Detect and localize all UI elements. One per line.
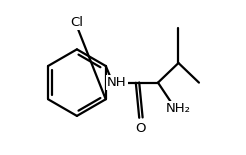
Text: O: O xyxy=(136,122,146,135)
Text: NH: NH xyxy=(107,76,127,89)
Text: NH₂: NH₂ xyxy=(166,102,191,115)
Text: Cl: Cl xyxy=(70,16,83,29)
